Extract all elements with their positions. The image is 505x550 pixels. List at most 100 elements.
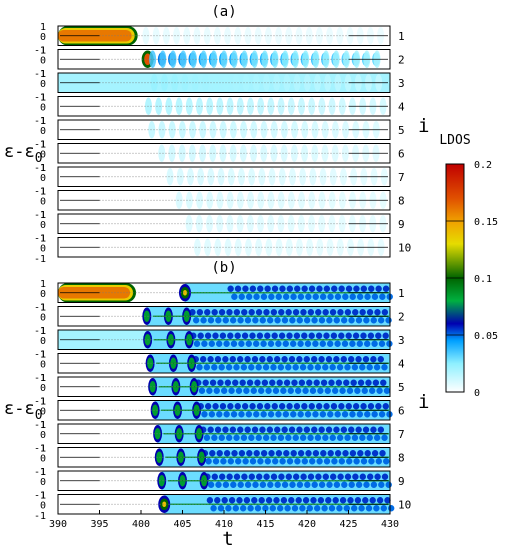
osc-blob bbox=[238, 340, 245, 347]
osc-blob bbox=[282, 411, 290, 418]
osc-blob bbox=[215, 317, 222, 324]
osc-blob bbox=[364, 450, 371, 457]
osc-blob bbox=[337, 309, 344, 316]
wave-blob bbox=[244, 27, 252, 45]
wave-blob bbox=[193, 238, 201, 256]
osc-blob bbox=[252, 317, 259, 324]
osc-blob bbox=[210, 505, 217, 512]
y-tick-label: -1 bbox=[34, 210, 46, 221]
x-tick-label: 395 bbox=[90, 519, 108, 530]
osc-blob bbox=[370, 317, 377, 324]
osc-blob bbox=[368, 387, 376, 394]
osc-blob bbox=[331, 387, 339, 394]
osc-blob bbox=[369, 497, 376, 504]
osc-blob bbox=[383, 387, 391, 394]
osc-blob bbox=[334, 340, 341, 347]
osc-blob bbox=[291, 505, 299, 512]
osc-blob bbox=[240, 364, 248, 371]
wave-blob bbox=[322, 50, 330, 68]
osc-blob bbox=[297, 450, 305, 457]
osc-blob bbox=[371, 450, 379, 457]
osc-blob bbox=[371, 411, 378, 418]
osc-blob bbox=[323, 332, 330, 339]
osc-blob bbox=[205, 458, 212, 465]
wave-blob bbox=[332, 50, 340, 68]
y-tick-label: 1 bbox=[40, 373, 46, 384]
osc-blob bbox=[319, 293, 327, 300]
osc-blob bbox=[344, 309, 352, 316]
osc-blob bbox=[243, 497, 251, 504]
osc-blob bbox=[278, 403, 286, 410]
osc-blob bbox=[338, 332, 345, 339]
osc-blob bbox=[362, 497, 369, 504]
y-tick-label: 1 bbox=[40, 69, 46, 80]
osc-blob bbox=[226, 473, 233, 480]
osc-blob bbox=[289, 481, 296, 488]
osc-blob bbox=[274, 317, 281, 324]
osc-blob bbox=[263, 309, 270, 316]
wave-blob bbox=[191, 74, 199, 92]
osc-blob bbox=[299, 434, 307, 441]
wave-blob bbox=[344, 74, 352, 92]
y-tick-label: 1 bbox=[40, 234, 46, 245]
osc-blob bbox=[325, 356, 333, 363]
osc-blob bbox=[345, 332, 352, 339]
y-tick-label: 0 bbox=[40, 243, 46, 254]
osc-blob bbox=[215, 481, 222, 488]
osc-blob bbox=[355, 426, 362, 433]
osc-blob bbox=[353, 285, 360, 292]
y-tick-label: 0 bbox=[40, 453, 46, 464]
osc-blob bbox=[340, 317, 348, 324]
osc-blob bbox=[287, 387, 294, 394]
row-7: 10-17 bbox=[34, 163, 405, 198]
wave-blob bbox=[311, 121, 319, 139]
osc-blob bbox=[366, 434, 373, 441]
osc-blob bbox=[209, 379, 217, 386]
osc-blob bbox=[301, 285, 308, 292]
osc-blob bbox=[297, 411, 304, 418]
osc-blob bbox=[365, 505, 373, 512]
osc-blob bbox=[246, 450, 253, 457]
osc-blob bbox=[241, 309, 248, 316]
osc-blob bbox=[300, 473, 307, 480]
osc-blob bbox=[308, 285, 316, 292]
wave-blob bbox=[271, 50, 279, 68]
packet-core bbox=[154, 428, 161, 440]
osc-blob bbox=[204, 403, 212, 410]
osc-blob bbox=[333, 481, 341, 488]
osc-blob bbox=[232, 505, 239, 512]
osc-blob bbox=[235, 458, 242, 465]
osc-blob bbox=[352, 309, 359, 316]
osc-blob bbox=[382, 285, 390, 292]
osc-blob bbox=[359, 309, 366, 316]
osc-blob bbox=[271, 285, 279, 292]
osc-blob bbox=[204, 332, 212, 339]
osc-blob bbox=[259, 481, 267, 488]
osc-blob bbox=[305, 293, 312, 300]
y-tick-label: 0 bbox=[40, 79, 46, 90]
osc-blob bbox=[233, 473, 241, 480]
osc-blob bbox=[237, 426, 244, 433]
osc-blob bbox=[245, 340, 252, 347]
wave-blob bbox=[311, 144, 319, 162]
osc-blob bbox=[372, 379, 380, 386]
osc-blob bbox=[356, 293, 364, 300]
osc-blob bbox=[222, 356, 229, 363]
osc-blob bbox=[268, 450, 275, 457]
wave-blob bbox=[338, 215, 346, 233]
osc-blob bbox=[375, 403, 382, 410]
osc-blob bbox=[263, 473, 270, 480]
y-tick-label: -1 bbox=[34, 373, 46, 384]
wave-blob bbox=[298, 191, 306, 209]
osc-blob bbox=[246, 379, 254, 386]
row-6: 10-16 bbox=[34, 140, 405, 175]
osc-blob bbox=[260, 293, 268, 300]
wave-blob bbox=[166, 168, 174, 186]
osc-blob bbox=[359, 434, 366, 441]
osc-blob bbox=[321, 505, 328, 512]
osc-blob bbox=[207, 426, 214, 433]
osc-blob bbox=[341, 481, 348, 488]
y-tick-label: 1 bbox=[40, 187, 46, 198]
wave-blob bbox=[319, 168, 327, 186]
wave-blob bbox=[175, 97, 183, 115]
